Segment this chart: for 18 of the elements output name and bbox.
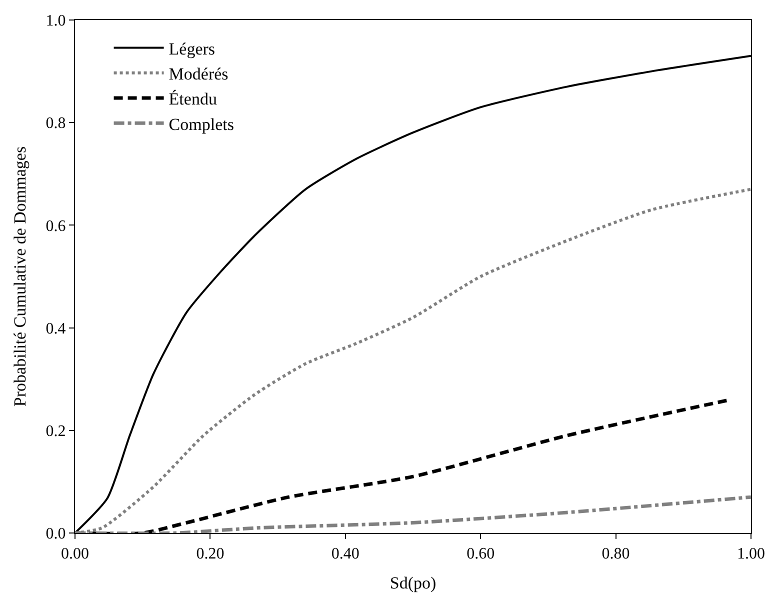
- x-tick-label: 0.60: [466, 545, 495, 562]
- y-tick-label: 0.6: [46, 218, 66, 235]
- x-tick-label: 0.40: [331, 545, 360, 562]
- y-tick-label: 0.2: [46, 423, 66, 440]
- x-tick-label: 0.20: [196, 545, 224, 562]
- x-tick-label: 0.80: [602, 545, 630, 562]
- x-tick-label: 1.00: [737, 545, 765, 562]
- y-tick-label: 1.0: [46, 12, 66, 30]
- legend-label: Étendu: [168, 90, 218, 109]
- y-axis-title: Probabilité Cumulative de Dommages: [10, 146, 30, 407]
- y-tick-label: 0.4: [46, 320, 66, 338]
- x-axis-title: Sd(po): [390, 574, 436, 593]
- legend-label: Modérés: [168, 64, 228, 84]
- y-tick-label: 0.0: [46, 526, 66, 543]
- legend-label: Complets: [168, 114, 234, 134]
- legend-label: Légers: [168, 39, 216, 58]
- x-tick-label: 0.00: [61, 545, 89, 562]
- y-tick-label: 0.8: [46, 115, 66, 132]
